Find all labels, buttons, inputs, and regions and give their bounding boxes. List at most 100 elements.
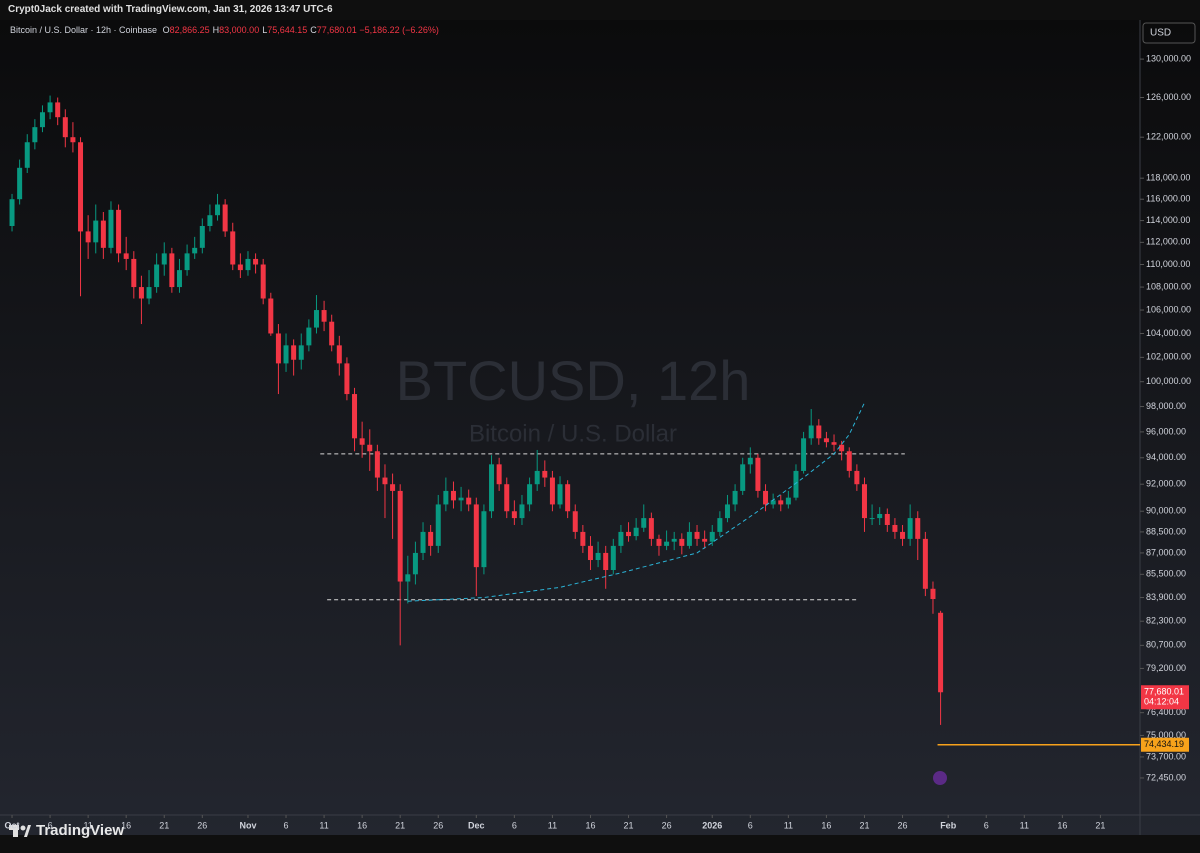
footer-bg	[0, 835, 1200, 853]
candle-body	[367, 444, 373, 452]
candle-body	[572, 511, 578, 532]
candle-body	[778, 500, 784, 505]
candle-body	[839, 444, 845, 452]
candle-body	[253, 258, 259, 265]
last-price-tag	[1141, 685, 1189, 710]
y-tick-label: 126,000.00	[1146, 92, 1191, 102]
x-tick-label: 26	[662, 820, 672, 830]
x-tick-label: Feb	[940, 820, 957, 830]
x-tick-label: 26	[197, 820, 207, 830]
x-tick-label: 6	[512, 820, 517, 830]
candle-body	[648, 518, 654, 539]
y-tick-label: 114,000.00	[1146, 215, 1190, 225]
candle-body	[892, 524, 898, 532]
candle-body	[603, 552, 609, 571]
candle-body	[306, 327, 312, 346]
candle-body	[420, 531, 426, 553]
candle-body	[938, 612, 944, 693]
x-tick-label: 16	[585, 820, 595, 830]
x-tick-label: 21	[1095, 820, 1105, 830]
candle-body	[724, 504, 730, 519]
candle-body	[412, 552, 418, 575]
candle-body	[70, 137, 76, 143]
candle-body	[793, 470, 799, 498]
candle-body	[93, 220, 99, 243]
candle-body	[549, 477, 555, 505]
candle-body	[359, 438, 365, 445]
candle-body	[679, 538, 685, 546]
y-tick-label: 116,000.00	[1146, 194, 1190, 204]
candle-body	[854, 470, 860, 485]
candle-body	[450, 490, 456, 501]
candle-body	[78, 142, 84, 232]
y-tick-label: 110,000.00	[1146, 259, 1190, 269]
candle-body	[458, 497, 464, 501]
candle-body	[534, 470, 540, 485]
candle-body	[816, 425, 822, 439]
candle-body	[32, 127, 38, 143]
y-tick-label: 76,400.00	[1146, 707, 1186, 717]
y-tick-label: 72,450.00	[1146, 772, 1186, 782]
candle-body	[770, 500, 776, 505]
candle-body	[169, 253, 175, 288]
y-tick-label: 83,900.00	[1146, 592, 1186, 602]
x-tick-label: 16	[821, 820, 831, 830]
currency-box[interactable]	[1142, 22, 1196, 44]
event-icon[interactable]	[933, 771, 947, 785]
candle-body	[527, 484, 533, 505]
candle-body	[686, 531, 692, 546]
countdown: 04:12:04	[1144, 697, 1179, 707]
y-tick-label: 82,300.00	[1146, 616, 1186, 626]
y-tick-label: 100,000.00	[1146, 376, 1191, 386]
candle-body	[884, 513, 890, 525]
candle-body	[466, 497, 472, 505]
candle-body	[382, 477, 388, 485]
candle-body	[154, 264, 160, 288]
x-tick-label: 21	[159, 820, 169, 830]
candle-body	[222, 204, 228, 232]
candle-body	[184, 253, 190, 271]
ohlc-key: L	[262, 25, 268, 35]
ohlc: O82,866.25 H83,000.00 L75,644.15 C77,680.01	[160, 25, 357, 35]
brand-logo	[9, 825, 31, 837]
x-tick-label: 16	[357, 820, 367, 830]
candle-body	[542, 470, 548, 478]
candle-body	[116, 209, 122, 254]
x-tick-label: 6	[284, 820, 289, 830]
candle-body	[587, 545, 593, 561]
x-tick-label: 6	[748, 820, 753, 830]
y-tick-label: 80,700.00	[1146, 640, 1186, 650]
candle-body	[435, 504, 441, 546]
y-tick-label: 96,000.00	[1146, 426, 1186, 436]
candle-body	[740, 464, 746, 491]
watermark-subtitle: Bitcoin / U.S. Dollar	[469, 420, 677, 447]
x-tick-label: 11	[784, 820, 793, 830]
ohlc-value: 83,000.00	[219, 25, 260, 35]
alert-tag	[1141, 737, 1189, 752]
x-tick-label: 16	[1057, 820, 1067, 830]
candle-body	[489, 464, 495, 512]
legend: Bitcoin / U.S. Dollar · 12h · Coinbase O…	[10, 25, 439, 35]
ohlc-key: C	[310, 25, 317, 35]
candle-body	[100, 220, 106, 248]
x-tick-label: Dec	[468, 820, 485, 830]
candle-body	[473, 504, 479, 568]
y-tick-label: 88,500.00	[1146, 526, 1186, 536]
candle-body	[215, 204, 221, 216]
y-tick-label: 94,000.00	[1146, 452, 1186, 462]
candle-body	[298, 345, 304, 360]
candle-body	[496, 464, 502, 485]
candle-body	[930, 588, 936, 600]
candle-body	[47, 102, 53, 113]
candle-body	[641, 518, 647, 528]
candle-body	[565, 484, 571, 512]
candle-body	[313, 310, 319, 328]
candle-body	[709, 531, 715, 542]
candle-body	[283, 345, 289, 364]
y-tick-label: 104,000.00	[1146, 328, 1191, 338]
candle-body	[24, 142, 30, 168]
candle-body	[230, 231, 236, 265]
x-tick-label: 6	[48, 820, 53, 830]
x-tick-label: 11	[548, 820, 557, 830]
